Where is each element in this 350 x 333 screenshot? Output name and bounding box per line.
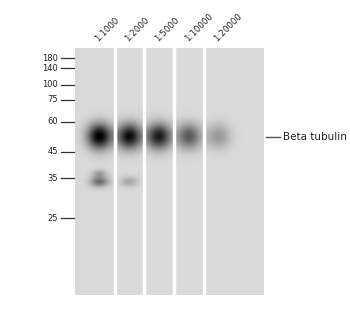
Text: Beta tubulin: Beta tubulin — [283, 132, 346, 142]
Text: 1:1000: 1:1000 — [93, 15, 121, 43]
Text: 180: 180 — [42, 54, 58, 63]
Text: 1:10000: 1:10000 — [183, 12, 214, 43]
Text: 75: 75 — [47, 95, 58, 105]
Text: 45: 45 — [47, 147, 58, 156]
Text: 1:5000: 1:5000 — [153, 15, 181, 43]
Text: 140: 140 — [42, 64, 58, 73]
Text: 100: 100 — [42, 80, 58, 90]
Text: 35: 35 — [47, 173, 58, 183]
Text: 1:20000: 1:20000 — [212, 12, 244, 43]
Text: 1:2000: 1:2000 — [123, 15, 151, 43]
Text: 60: 60 — [47, 117, 58, 126]
Text: 25: 25 — [47, 213, 58, 223]
